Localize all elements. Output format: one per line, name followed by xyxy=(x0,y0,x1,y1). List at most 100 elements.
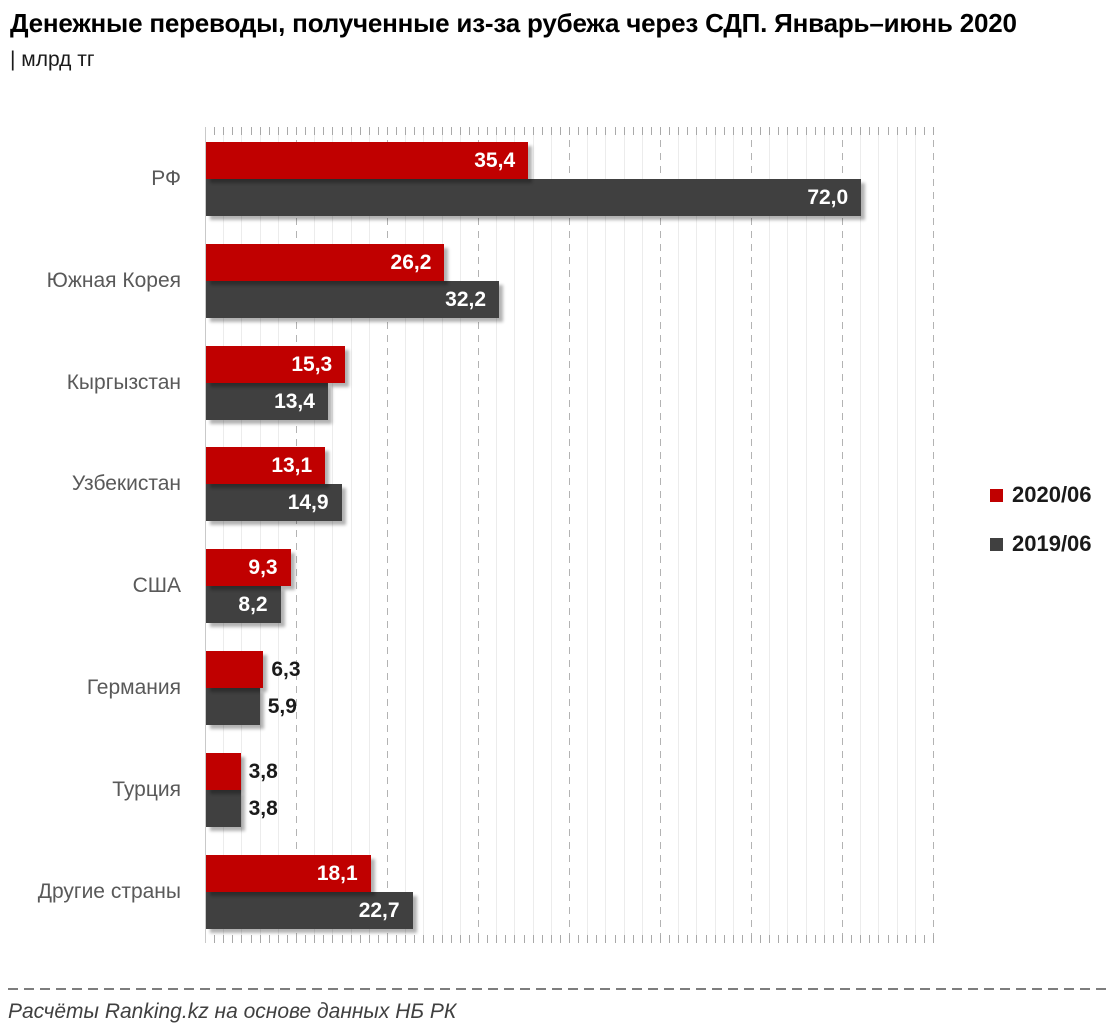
value-label: 18,1 xyxy=(316,861,358,885)
legend: 2020/06 2019/06 xyxy=(990,481,1092,579)
axis-tick xyxy=(505,935,507,943)
gridline-minor xyxy=(696,127,698,943)
gridline-minor xyxy=(860,127,862,943)
value-label: 15,3 xyxy=(291,352,333,376)
axis-tick xyxy=(896,935,898,943)
plot-area: 35,4 72,0 26,2 32,2 15,3 13,4 13,1 14,9 9,3 8,2 6,… xyxy=(205,127,941,943)
axis-tick xyxy=(314,935,316,943)
axis-tick xyxy=(869,127,871,135)
axis-tick xyxy=(496,127,498,135)
bar-2020/06 xyxy=(206,142,529,179)
gridline-minor xyxy=(914,127,916,943)
gridline-minor xyxy=(223,127,225,943)
axis-tick xyxy=(842,127,843,135)
axis-tick xyxy=(614,127,616,135)
axis-tick xyxy=(541,935,543,943)
gridline-minor xyxy=(496,127,498,943)
value-label: 9,3 xyxy=(248,556,278,580)
axis-tick xyxy=(896,127,898,135)
axis-tick xyxy=(751,127,752,135)
gridline-minor xyxy=(823,127,825,943)
axis-tick xyxy=(478,127,479,135)
bar-2020/06 xyxy=(206,447,326,485)
axis-tick xyxy=(559,127,561,135)
value-label: 22,7 xyxy=(358,898,400,922)
axis-tick xyxy=(350,127,352,135)
axis-tick xyxy=(377,935,379,943)
axis-tick xyxy=(296,935,297,943)
legend-label: 2019/06 xyxy=(1012,531,1092,556)
axis-tick xyxy=(459,127,461,135)
axis-tick xyxy=(632,127,634,135)
axis-tick xyxy=(641,935,643,943)
axis-tick xyxy=(569,935,570,943)
axis-tick xyxy=(860,127,862,135)
axis-tick xyxy=(887,935,889,943)
axis-tick xyxy=(541,127,543,135)
axis-tick xyxy=(487,935,489,943)
axis-tick xyxy=(578,127,580,135)
bar-2019/06 xyxy=(206,280,500,318)
axis-tick xyxy=(714,127,716,135)
legend-swatch xyxy=(990,488,1003,502)
axis-tick xyxy=(641,127,643,135)
axis-tick xyxy=(468,935,470,943)
axis-tick xyxy=(596,935,598,943)
axis-tick xyxy=(532,127,534,135)
gridline-minor xyxy=(714,127,716,943)
bar-2019/06 xyxy=(206,891,413,929)
axis-tick xyxy=(359,127,361,135)
gridline-minor xyxy=(678,127,680,943)
axis-tick xyxy=(605,935,607,943)
value-label: 14,9 xyxy=(287,491,329,515)
axis-tick xyxy=(368,127,370,135)
gridline-minor xyxy=(368,127,370,943)
value-label: 35,4 xyxy=(474,149,516,172)
axis-tick xyxy=(796,935,798,943)
axis-tick xyxy=(878,935,880,943)
category-label: Германия xyxy=(86,676,181,699)
gridline-major xyxy=(933,127,934,943)
axis-tick xyxy=(751,935,752,943)
category-label: Кыргызстан xyxy=(66,370,181,394)
axis-tick xyxy=(814,127,816,135)
gridline-minor xyxy=(641,127,643,943)
axis-tick xyxy=(323,127,325,135)
value-label: 8,2 xyxy=(238,593,268,617)
axis-tick xyxy=(723,935,725,943)
axis-tick xyxy=(760,127,762,135)
value-label: 3,8 xyxy=(248,796,278,820)
axis-tick xyxy=(587,935,589,943)
axis-tick xyxy=(878,127,880,135)
axis-tick xyxy=(623,127,625,135)
axis-tick xyxy=(423,935,425,943)
bar-2019/06 xyxy=(206,484,342,522)
axis-tick xyxy=(341,127,343,135)
axis-tick xyxy=(650,127,652,135)
axis-tick xyxy=(368,935,370,943)
category-label: США xyxy=(132,574,181,598)
gridline-minor xyxy=(405,127,407,943)
axis-tick xyxy=(305,127,307,135)
axis-tick xyxy=(814,935,816,943)
axis-tick xyxy=(778,127,780,135)
axis-tick xyxy=(678,127,680,135)
gridline-minor xyxy=(314,127,316,943)
axis-tick xyxy=(887,127,889,135)
legend-swatch xyxy=(990,537,1003,551)
bar-2020/06 xyxy=(206,651,264,688)
axis-tick xyxy=(441,127,443,135)
axis-tick xyxy=(305,935,307,943)
axis-tick xyxy=(505,127,507,135)
axis-tick xyxy=(405,935,407,943)
value-label: 3,8 xyxy=(248,759,278,783)
axis-tick xyxy=(905,935,907,943)
axis-tick xyxy=(332,935,334,943)
axis-tick xyxy=(387,127,388,135)
axis-tick xyxy=(578,935,580,943)
value-label: 26,2 xyxy=(390,250,432,274)
axis-tick xyxy=(441,935,443,943)
axis-tick xyxy=(523,127,525,135)
axis-tick xyxy=(523,935,525,943)
gridline-minor xyxy=(769,127,771,943)
